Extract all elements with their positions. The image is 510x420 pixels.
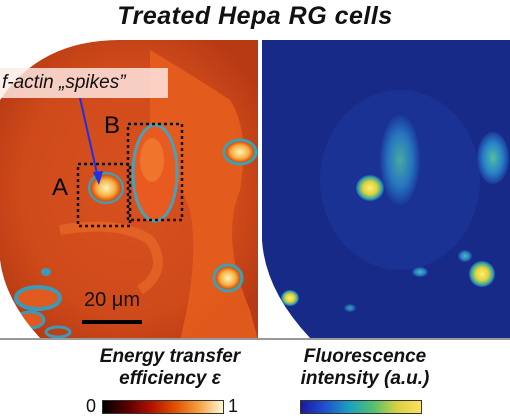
arrowhead bbox=[93, 171, 103, 185]
fret-colorbar-min: 0 bbox=[86, 396, 97, 416]
fret-colorbar-title-line1: Energy transfer bbox=[99, 346, 241, 367]
region-label-a: A bbox=[52, 174, 69, 201]
scale-bar bbox=[82, 320, 142, 324]
region-label-b: B bbox=[104, 112, 121, 139]
fluo-colorbar-title-line1: Fluorescence bbox=[303, 346, 427, 367]
region-box-b bbox=[126, 122, 184, 222]
fret-colorbar-max: 1 bbox=[228, 396, 239, 416]
fluo-colorbar-title-line2: intensity (a.u.) bbox=[300, 368, 430, 389]
fret-colorbar bbox=[102, 400, 224, 414]
f-actin-annotation: f-actin „spikes” bbox=[0, 68, 168, 98]
fret-colorbar-title: Energy transfer efficiency ε bbox=[70, 346, 270, 390]
fluo-colorbar-title: Fluorescence intensity (a.u.) bbox=[270, 346, 460, 390]
figure-title: Treated Hepa RG cells bbox=[117, 2, 393, 30]
microscopy-panels bbox=[0, 40, 510, 340]
fret-colorbar-title-line2: efficiency ε bbox=[119, 368, 221, 389]
region-box-a bbox=[76, 162, 132, 228]
fluorescence-panel bbox=[260, 40, 510, 340]
fluo-colorbar bbox=[300, 400, 422, 414]
annotation-arrow bbox=[79, 97, 99, 179]
scale-bar-label: 20 μm bbox=[84, 289, 140, 311]
